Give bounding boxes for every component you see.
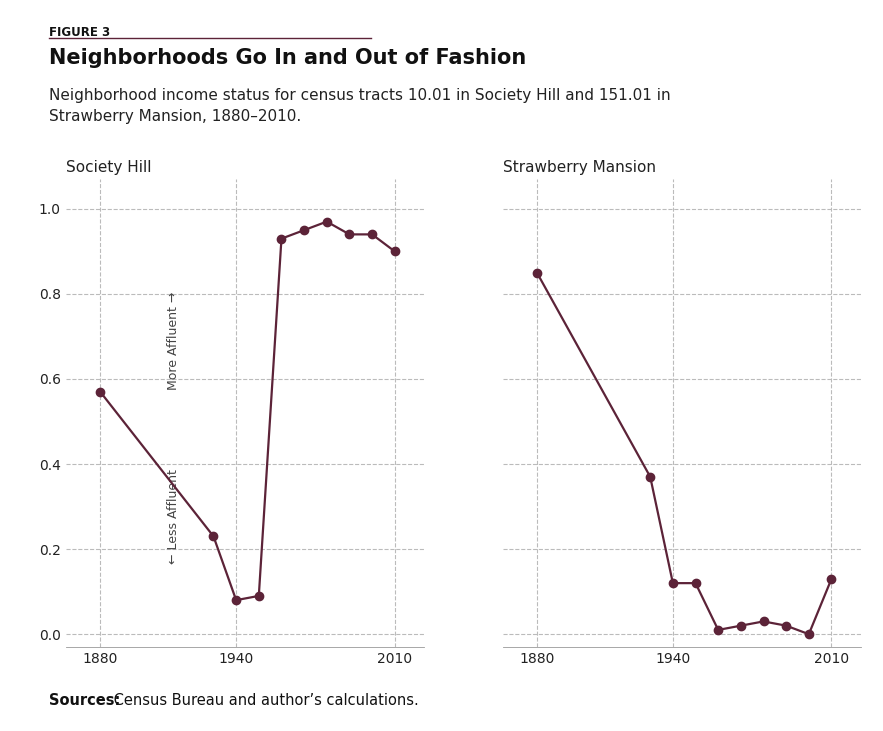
Text: FIGURE 3: FIGURE 3 [49,26,109,39]
Text: More Affluent →: More Affluent → [167,292,180,390]
Text: Census Bureau and author’s calculations.: Census Bureau and author’s calculations. [109,692,419,708]
Text: Sources:: Sources: [49,692,120,708]
Text: Strawberry Mansion: Strawberry Mansion [503,160,656,175]
Text: Neighborhoods Go In and Out of Fashion: Neighborhoods Go In and Out of Fashion [49,48,525,67]
Text: Neighborhood income status for census tracts 10.01 in Society Hill and 151.01 in: Neighborhood income status for census tr… [49,88,670,124]
Text: ← Less Affluent: ← Less Affluent [167,469,180,564]
Text: Society Hill: Society Hill [66,160,152,175]
